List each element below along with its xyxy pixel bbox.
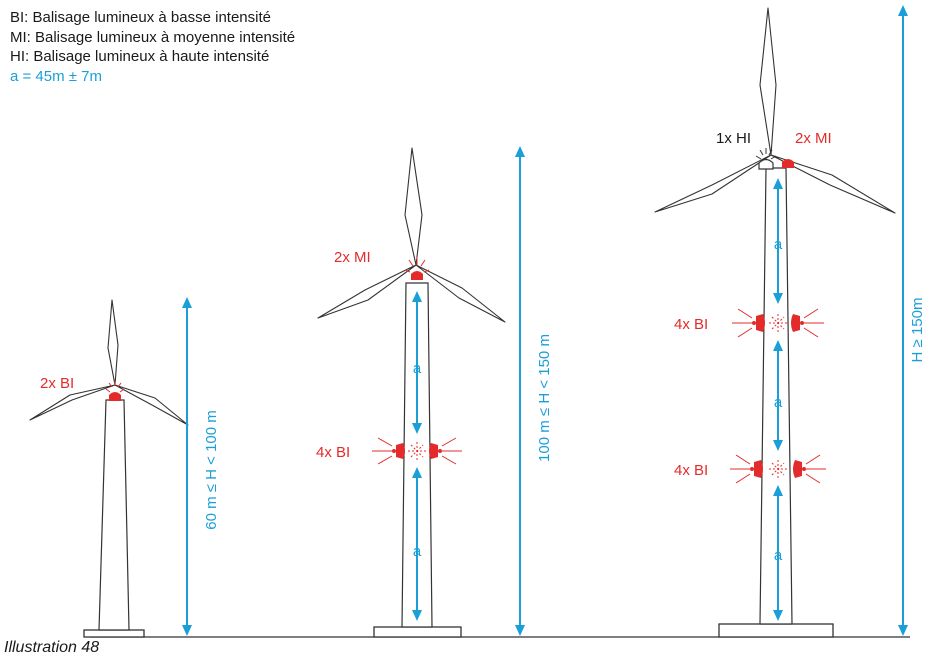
height-range-label: 60 m ≤ H < 100 m xyxy=(203,410,220,530)
height-range-label: H ≥ 150m xyxy=(909,298,926,363)
legend: BI: Balisage lumineux à basse intensité … xyxy=(10,8,295,86)
figure-caption: Illustration 48 xyxy=(4,639,100,656)
legend-hi: HI: Balisage lumineux à haute intensité xyxy=(10,48,270,65)
label-2x-bi: 2x BI xyxy=(40,375,74,392)
foundation xyxy=(718,623,834,638)
label-4x-bi-lower: 4x BI xyxy=(674,462,708,479)
tower-lamps-bi-upper xyxy=(732,308,824,338)
turbine-medium: 2x MI 4x BI a xyxy=(316,146,553,638)
spacing-a-lower xyxy=(412,467,422,621)
rotor xyxy=(317,147,506,323)
foundation xyxy=(83,629,145,638)
tower-lamps-bi-lower xyxy=(730,454,826,484)
tower-lamps-bi xyxy=(372,437,462,465)
spacing-a-top xyxy=(773,178,783,304)
legend-bi: BI: Balisage lumineux à basse intensité xyxy=(10,9,271,26)
tower xyxy=(98,399,130,631)
height-range-label: 100 m ≤ H < 150 m xyxy=(536,334,553,462)
legend-a-definition: a = 45m ± 7m xyxy=(10,67,103,85)
spacing-a-bottom xyxy=(773,485,783,621)
legend-mi: MI: Balisage lumineux à moyenne intensit… xyxy=(10,28,296,46)
label-4x-bi-upper: 4x BI xyxy=(674,316,708,333)
label-1x-hi: 1x HI xyxy=(716,130,751,147)
nacelle-lamp-mi xyxy=(404,257,430,280)
spacing-a-label: a xyxy=(774,236,783,253)
turbine-small: 2x BI 60 m ≤ H < 100 m xyxy=(29,297,220,638)
spacing-a-label: a xyxy=(413,360,422,377)
spacing-a-label: a xyxy=(413,543,422,560)
height-dimension xyxy=(515,146,525,636)
label-2x-mi: 2x MI xyxy=(334,249,371,266)
nacelle-lamp-hi xyxy=(755,148,777,170)
foundation xyxy=(373,626,462,638)
spacing-a-label: a xyxy=(774,394,783,411)
rotor xyxy=(654,7,896,214)
spacing-a-upper xyxy=(412,291,422,434)
label-2x-mi: 2x MI xyxy=(795,130,832,147)
nacelle-lamp-bi xyxy=(105,381,125,401)
height-dimension xyxy=(898,5,908,636)
height-dimension xyxy=(182,297,192,636)
label-4x-bi: 4x BI xyxy=(316,444,350,461)
spacing-a-label: a xyxy=(774,547,783,564)
spacing-a-middle xyxy=(773,340,783,451)
turbine-large: 1x HI 2x MI 4x BI xyxy=(654,5,926,638)
